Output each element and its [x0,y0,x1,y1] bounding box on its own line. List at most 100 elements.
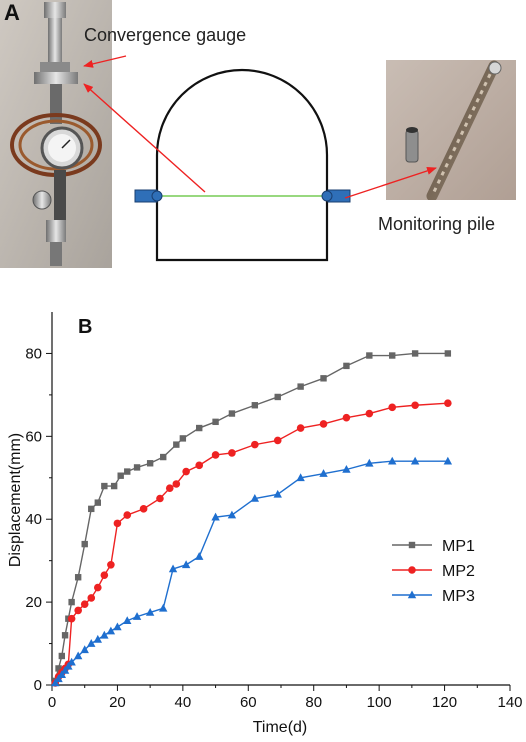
data-point-mp3 [106,626,116,635]
data-point-mp2 [319,420,328,428]
arrow-gauge-1 [83,55,127,68]
data-point-mp2 [156,494,164,503]
data-point-mp3 [123,616,132,625]
legend-label-mp2: MP2 [442,563,475,580]
data-point-mp1 [146,460,154,467]
data-point-mp3 [80,645,89,654]
x-tick-label: 80 [305,694,322,711]
data-point-mp1 [160,453,167,461]
y-tick-label: 60 [25,428,42,445]
data-point-mp3 [211,512,220,521]
data-point-mp3 [159,603,168,612]
data-point-mp3 [132,612,142,620]
panel-b-letter: B [78,316,92,338]
data-point-mp3 [87,639,96,647]
x-axis-label: Time(d) [253,719,308,736]
data-point-mp1 [58,652,66,660]
data-point-mp3 [113,622,122,631]
data-point-mp3 [73,651,83,660]
tunnel-outline [155,68,329,262]
data-point-mp2 [123,511,132,519]
data-point-mp3 [100,630,109,639]
legend-label-mp3: MP3 [442,588,475,605]
data-point-mp3 [410,456,420,465]
data-point-mp1 [117,472,124,479]
data-point-mp3 [273,489,282,498]
data-point-mp2 [107,561,115,569]
data-point-mp2 [444,399,452,407]
data-point-mp2 [182,467,190,476]
data-point-mp2 [211,451,220,459]
data-point-mp1 [297,383,304,390]
series-line-mp1 [51,352,448,686]
data-point-mp1 [389,352,396,359]
data-point-mp1 [173,441,180,448]
data-point-mp3 [195,552,204,560]
data-point-mp3 [60,665,70,674]
data-point-mp3 [93,634,102,643]
data-point-mp2 [251,440,259,449]
data-point-mp2 [67,614,76,623]
data-point-mp1 [343,362,350,370]
data-point-mp1 [94,499,101,506]
data-point-mp3 [342,464,351,473]
data-point-mp3 [67,657,76,666]
x-tick-label: 100 [367,694,392,711]
y-tick-label: 40 [25,511,42,528]
series-line-mp3 [51,460,448,686]
data-point-mp2 [172,480,181,488]
data-point-mp2 [74,606,82,615]
data-point-mp2 [342,413,351,422]
x-tick-label: 20 [109,694,126,711]
x-tick-label: 120 [432,694,457,711]
data-point-mp1 [274,393,281,401]
data-point-mp2 [100,571,109,579]
data-point-mp2 [365,409,374,418]
data-point-mp3 [365,458,374,467]
data-point-mp2 [94,583,102,592]
label-convergence-gauge: Convergence gauge [84,25,247,45]
panel-a-letter: A [4,0,20,25]
data-point-mp2 [388,403,397,412]
data-point-mp1 [179,435,187,442]
data-point-mp3 [145,607,155,616]
data-point-mp2 [87,594,96,602]
data-point-mp1 [411,350,419,357]
pile-head-left [151,190,163,202]
y-tick-label: 20 [25,594,42,611]
data-point-mp1 [68,598,75,606]
tunnel-schematic [83,55,437,262]
data-point-mp1 [55,665,62,672]
data-point-mp3 [296,473,305,482]
data-point-mp3 [388,456,397,465]
data-point-mp1 [228,410,236,417]
data-point-mp1 [101,482,108,490]
data-point-mp2 [113,519,122,528]
legend-marker-mp2 [408,566,416,574]
data-point-mp3 [64,661,73,670]
data-point-mp2 [411,401,419,410]
data-point-mp1 [212,418,219,426]
panel-b: 0 20 40 60 80 100 120 140 0 20 40 60 80 MP1 MP2 MP3 B … [0,300,526,742]
y-tick-label: 80 [25,345,42,362]
data-point-mp3 [443,456,453,465]
data-point-mp2 [273,436,282,445]
data-point-mp1 [320,375,327,382]
data-point-mp2 [165,484,174,492]
data-point-mp3 [181,560,191,569]
data-point-mp1 [251,402,259,409]
data-point-mp2 [139,505,148,513]
data-point-mp1 [74,574,82,581]
data-point-mp1 [196,424,203,432]
x-tick-label: 0 [48,694,56,711]
y-tick-label: 0 [34,677,42,694]
pile-head-right [321,190,333,202]
panel-a: A [0,0,526,280]
data-point-mp2 [228,449,236,457]
data-point-mp2 [195,461,204,470]
x-tick-label: 40 [175,694,192,711]
data-point-mp1 [88,505,95,513]
legend-marker-mp3 [407,590,417,599]
data-point-mp1 [110,482,118,490]
